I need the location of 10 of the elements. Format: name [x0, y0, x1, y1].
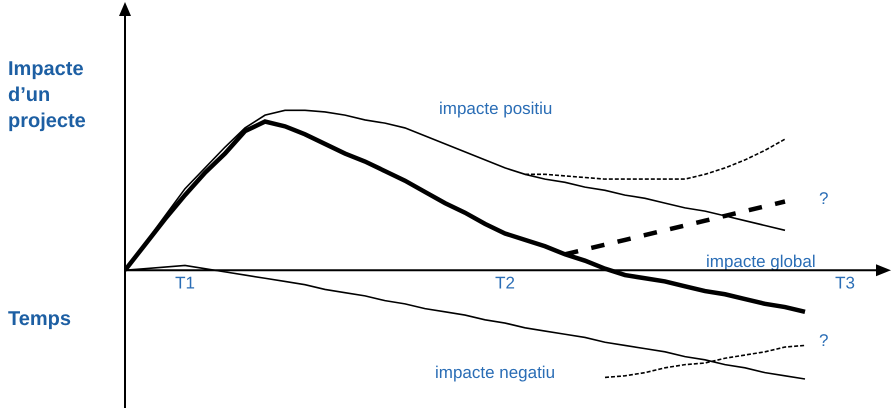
x-axis-title: Temps: [8, 308, 71, 330]
annotation: impacte positiu: [439, 99, 552, 118]
annotation: impacte global: [706, 252, 816, 271]
annotation: ?: [819, 189, 828, 208]
annotation: impacte negatiu: [435, 363, 556, 382]
x-tick-label: T1: [175, 273, 195, 292]
x-tick-label: T2: [495, 273, 515, 292]
x-tick-label: T3: [835, 273, 855, 292]
y-axis-title: Impacte d’un projecte: [8, 58, 86, 132]
annotation: ?: [819, 331, 828, 350]
